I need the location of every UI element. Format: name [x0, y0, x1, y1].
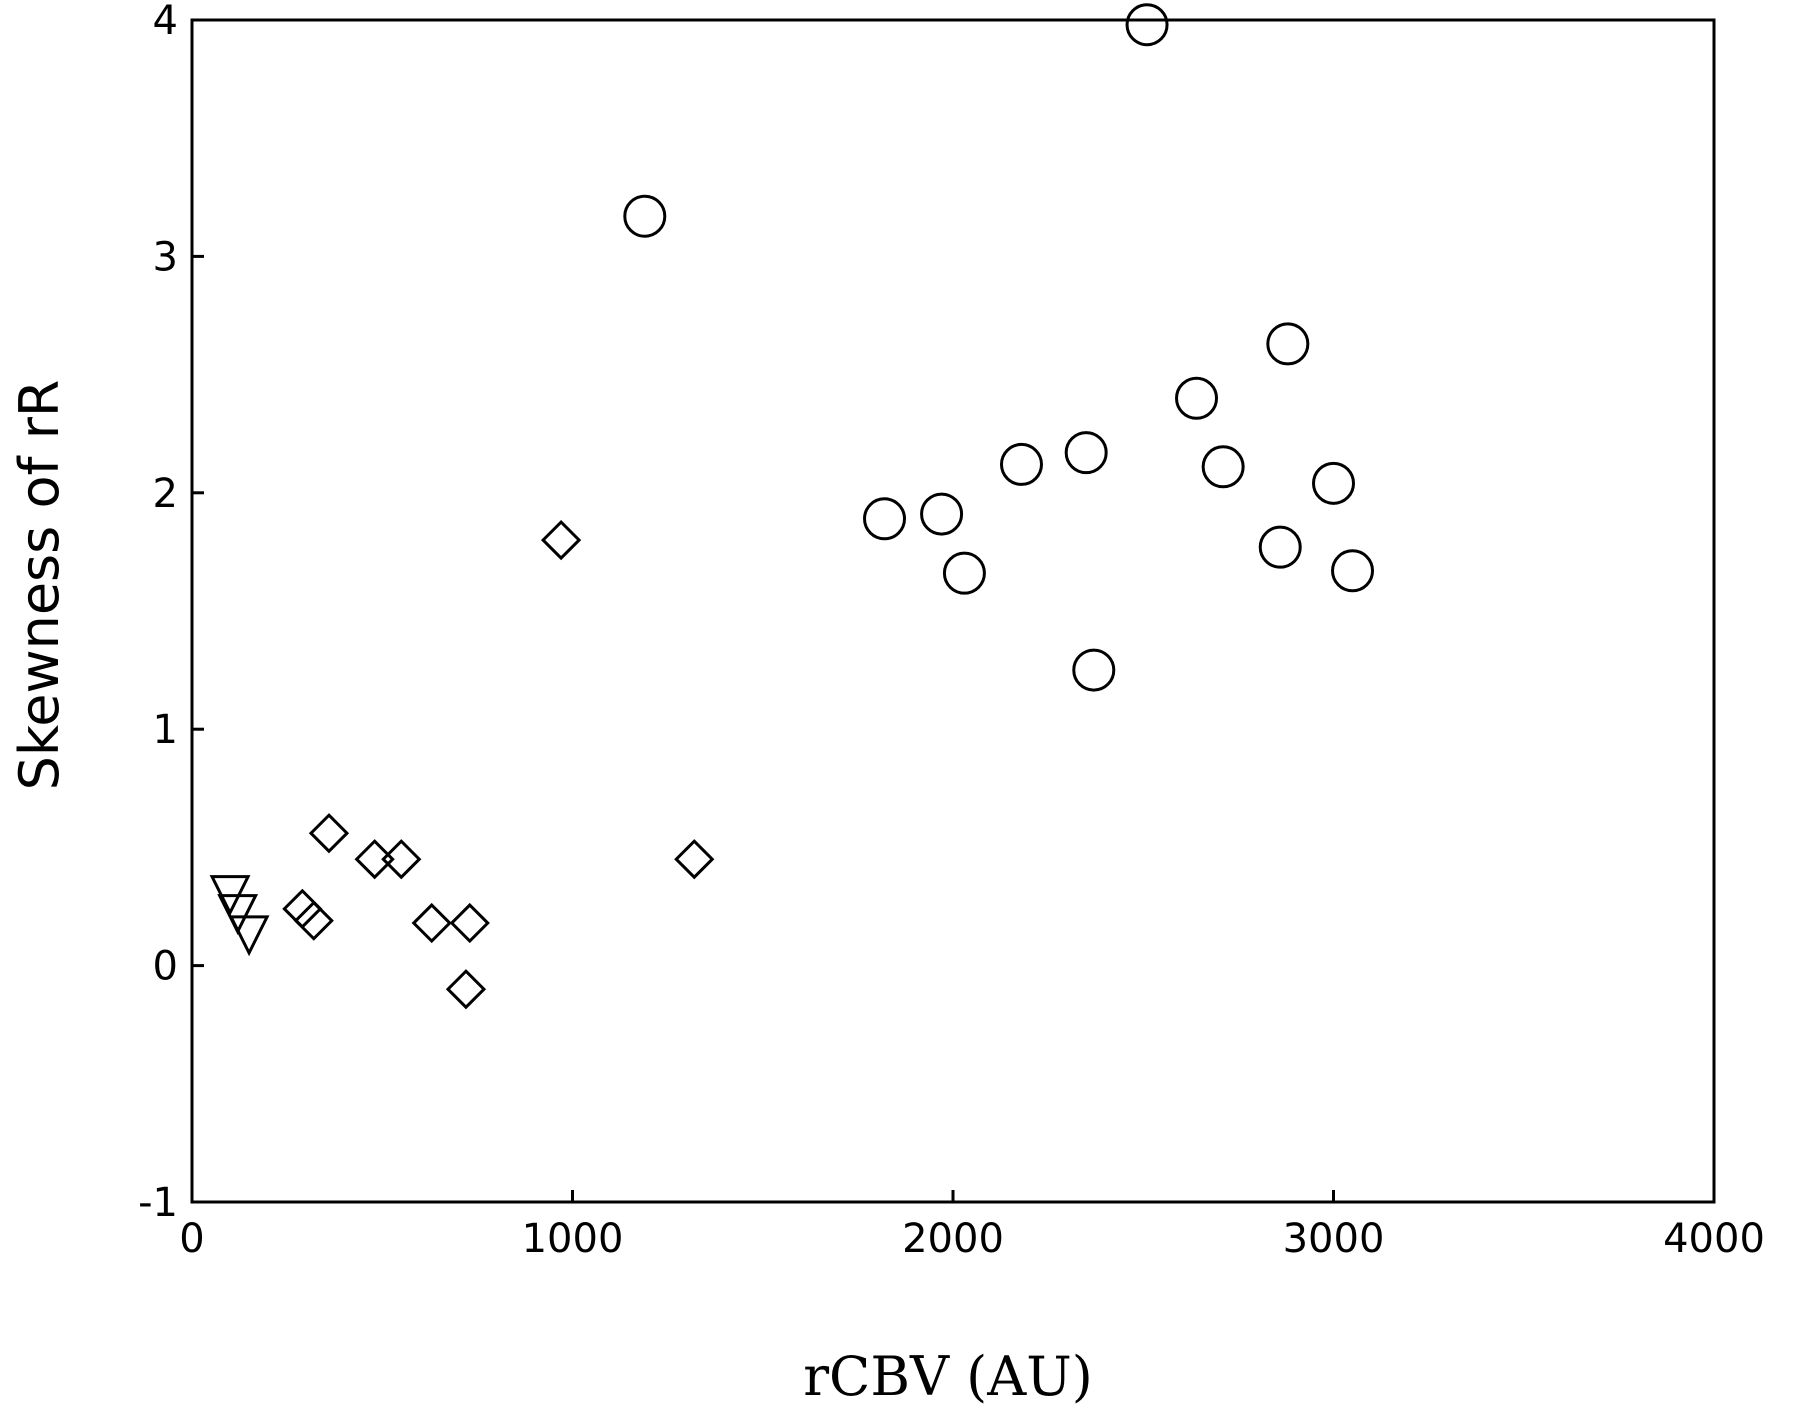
diamond-point: [381, 839, 422, 880]
y-axis-title: Skewness of rR: [8, 380, 71, 791]
circle-point: [1125, 3, 1169, 47]
x-tick-label: 3000: [1283, 1216, 1385, 1262]
circle-point: [920, 492, 964, 536]
x-tick-label: 4000: [1663, 1216, 1765, 1262]
circle-point: [1312, 461, 1355, 505]
diamond-point: [354, 839, 395, 880]
diamond-point: [674, 839, 715, 880]
x-axis-title: rCBV (AU): [803, 1345, 1093, 1408]
circle-point: [942, 551, 986, 595]
circle-point: [623, 194, 667, 238]
x-tick-label: 0: [179, 1216, 204, 1262]
y-tick-label: 2: [153, 471, 178, 517]
y-tick-label: 0: [153, 944, 178, 990]
data-points: [209, 3, 1375, 1010]
circle-point: [1266, 322, 1310, 366]
triangle-point: [228, 915, 270, 957]
diamond-point: [449, 902, 490, 944]
x-tick-label: 1000: [522, 1216, 624, 1262]
y-tick-label: 1: [153, 707, 178, 753]
y-tick-label: -1: [138, 1180, 178, 1226]
x-tick-label: 2000: [902, 1216, 1004, 1262]
circle-point: [1064, 431, 1108, 475]
circle-point: [1331, 549, 1375, 593]
circle-point: [1258, 525, 1302, 569]
circle-point: [1175, 376, 1219, 420]
circle-point: [1201, 445, 1245, 489]
circle-point: [863, 497, 907, 541]
triangle-point: [217, 894, 259, 935]
y-tick-label: 3: [153, 234, 178, 280]
plot-frame: [190, 18, 1716, 1204]
circle-point: [1072, 648, 1116, 692]
diamond-point: [293, 900, 334, 941]
y-tick-label: 4: [153, 0, 178, 44]
diamond-point: [540, 519, 582, 561]
diamond-point: [411, 902, 452, 944]
circle-point: [999, 442, 1043, 486]
diamond-point: [308, 813, 350, 854]
diamond-point: [282, 888, 323, 929]
diamond-point: [445, 969, 487, 1010]
